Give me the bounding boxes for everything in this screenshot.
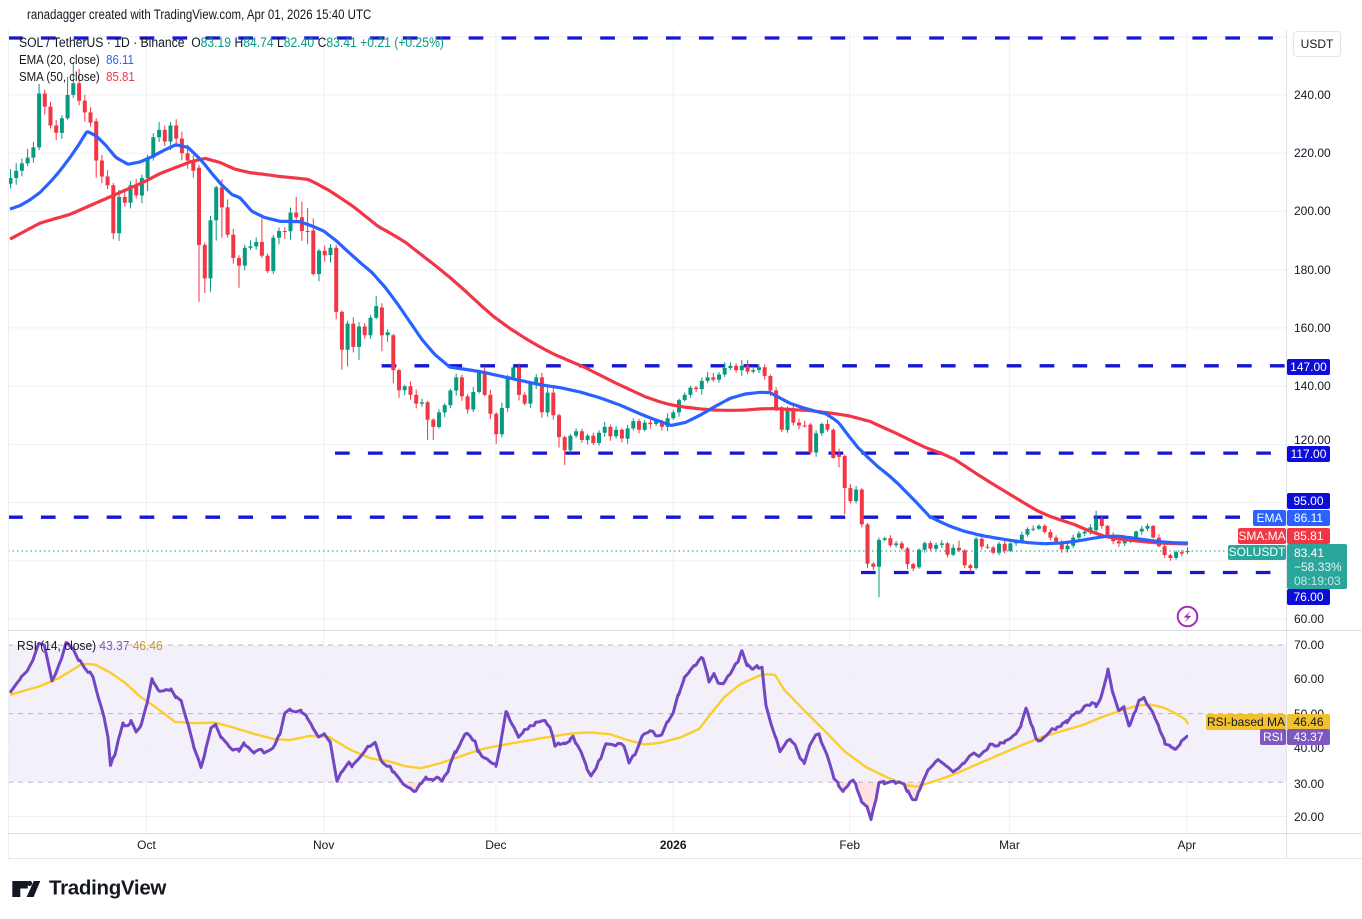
svg-text:TradingView: TradingView [49,878,166,900]
